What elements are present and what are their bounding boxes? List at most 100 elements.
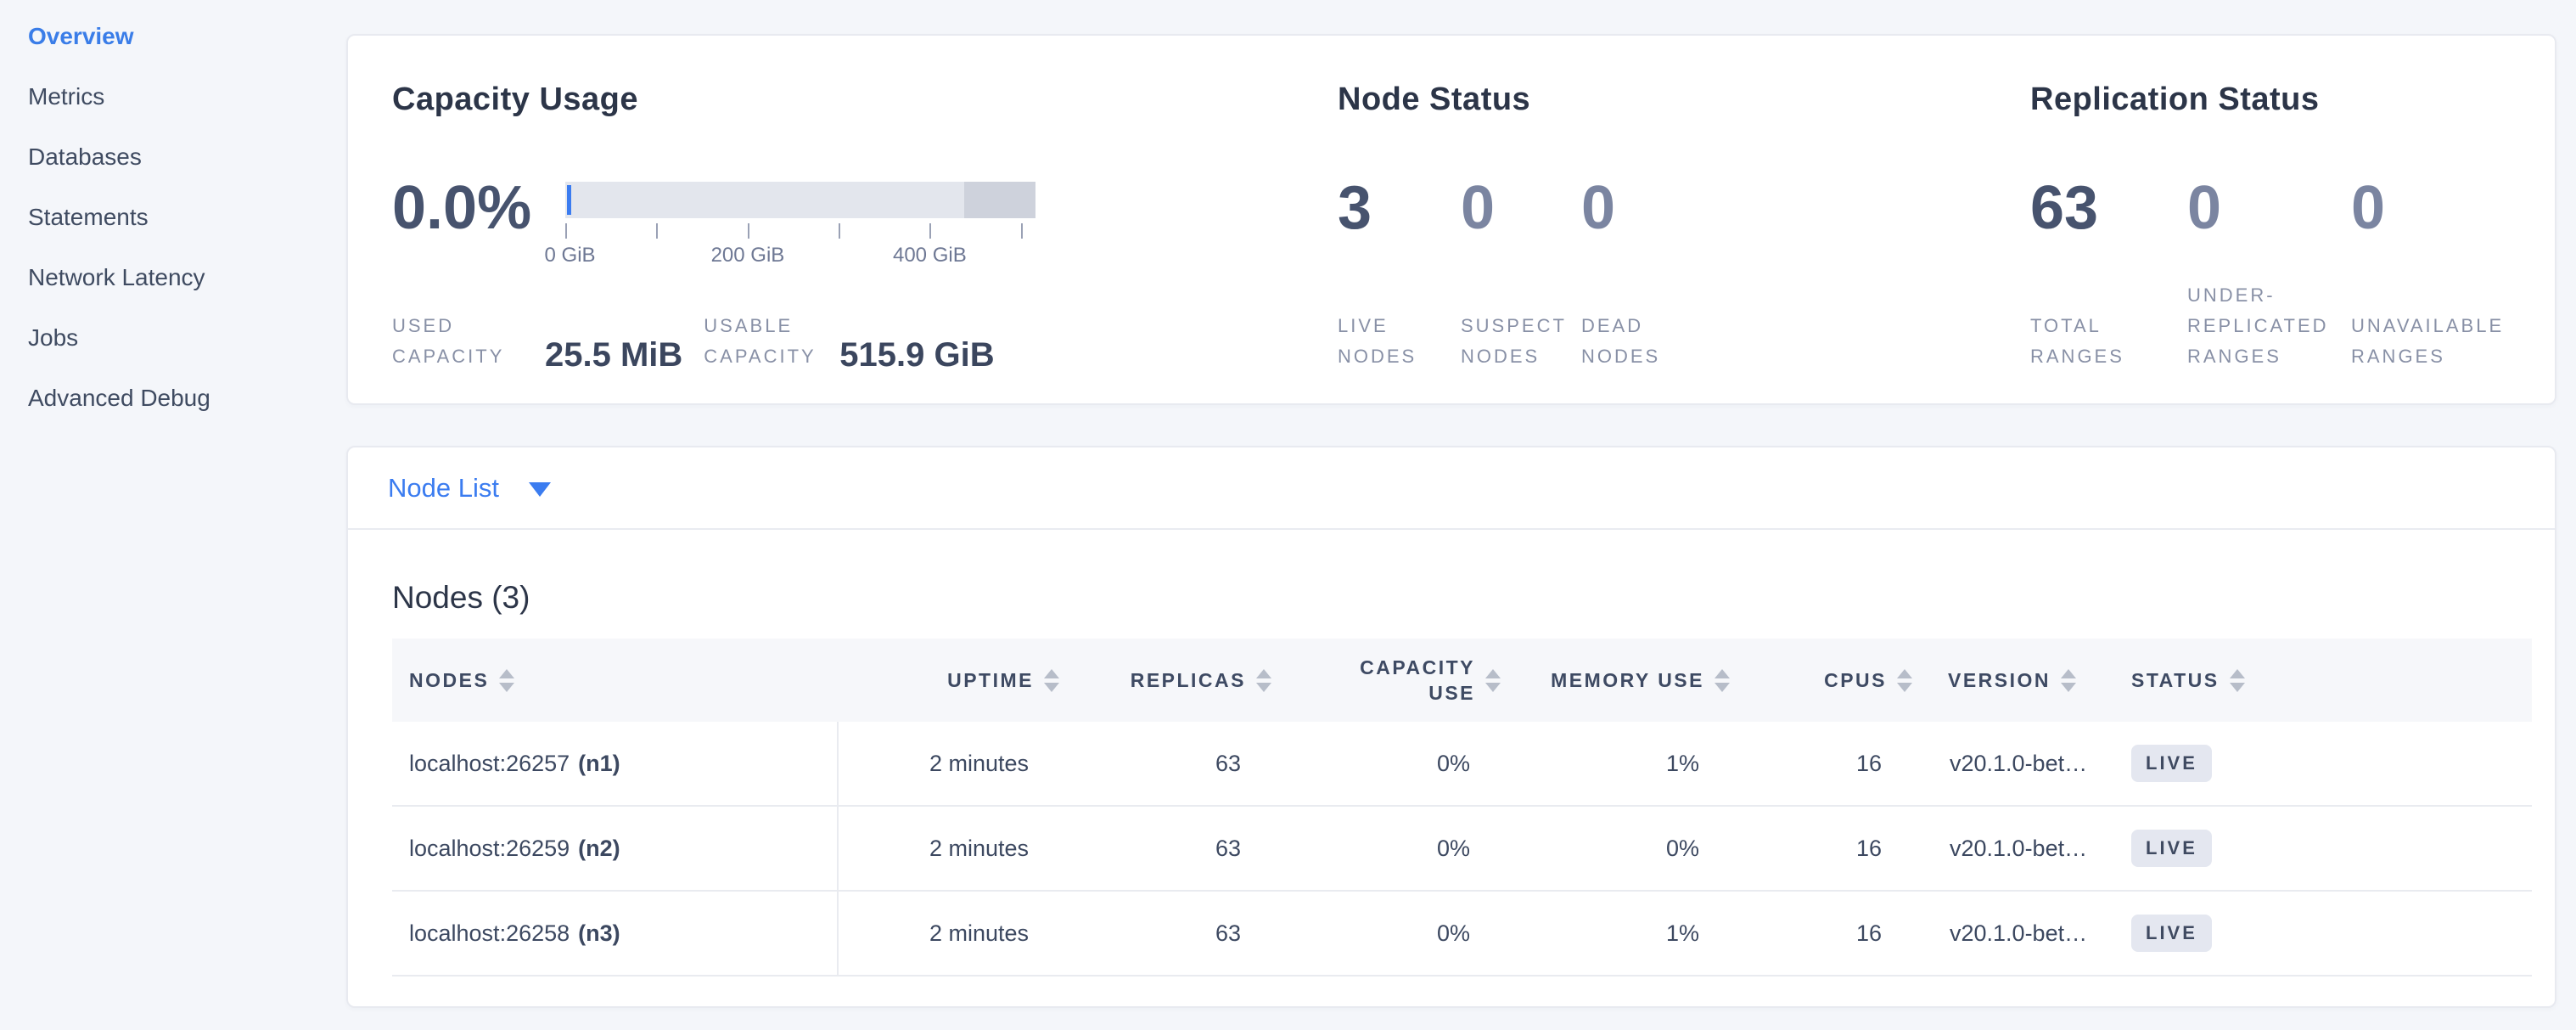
usable-capacity-label: USABLE CAPACITY [704, 315, 817, 367]
cell-memory-use: 1% [1665, 920, 1699, 946]
view-selector-dropdown[interactable]: Node List [388, 473, 551, 504]
column-label: VERSION [1948, 668, 2051, 691]
cell-status: LIVE [2107, 830, 2532, 867]
under-replicated-ranges-count: 0 [2187, 174, 2222, 242]
table-row[interactable]: localhost:26258 (n3) 2 minutes 63 0% 1% 1… [392, 892, 2532, 977]
column-header-memory-use[interactable]: MEMORY USE [1509, 668, 1738, 692]
status-badge: LIVE [2131, 745, 2212, 782]
dead-nodes-count: 0 [1581, 174, 1616, 242]
suspect-nodes-stat: 0 SUSPECT NODES [1461, 172, 1581, 372]
column-label: STATUS [2131, 668, 2220, 691]
cell-status: LIVE [2107, 745, 2532, 782]
dead-nodes-label: DEAD NODES [1581, 315, 1661, 367]
axis-tick [565, 223, 567, 239]
sidebar-item-metrics[interactable]: Metrics [28, 83, 105, 110]
cell-node-name: localhost:26258 (n3) [392, 892, 839, 975]
column-header-status[interactable]: STATUS [2107, 668, 2532, 692]
view-selector-label: Node List [388, 472, 499, 503]
column-label: REPLICAS [1130, 668, 1246, 691]
unavailable-ranges-label: UNAVAILABLE RANGES [2351, 315, 2505, 367]
column-header-uptime[interactable]: UPTIME [839, 668, 1068, 692]
axis-label: 200 GiB [710, 244, 785, 267]
cell-capacity-use: 0% [1436, 835, 1470, 861]
capacity-bar [565, 182, 1035, 218]
column-header-version[interactable]: VERSION [1921, 668, 2107, 692]
view-selector-bar: Node List [348, 447, 2555, 530]
axis-tick [929, 223, 932, 239]
axis-tick [747, 223, 749, 239]
under-replicated-ranges-stat: 0 UNDER-REPLICATED RANGES [2187, 172, 2351, 372]
cell-cpus: 16 [1855, 920, 1882, 946]
sort-icon [2061, 668, 2077, 692]
cluster-summary-card: Capacity Usage 0.0% 0 GiB 200 [346, 34, 2556, 405]
cell-memory-use: 1% [1665, 750, 1699, 776]
unavailable-ranges-stat: 0 UNAVAILABLE RANGES [2351, 172, 2521, 372]
cell-replicas: 63 [1215, 920, 1241, 946]
column-label: MEMORY USE [1551, 668, 1704, 691]
cell-capacity-use: 0% [1436, 750, 1470, 776]
capacity-usage-bar-chart: 0 GiB 200 GiB 400 GiB [545, 182, 1035, 267]
capacity-used-marker [567, 185, 571, 215]
node-id: (n2) [578, 835, 620, 861]
column-header-nodes[interactable]: NODES [392, 668, 839, 692]
under-replicated-ranges-label: UNDER-REPLICATED RANGES [2187, 284, 2329, 367]
unavailable-ranges-count: 0 [2351, 174, 2386, 242]
used-capacity-label: USED CAPACITY [392, 315, 505, 367]
total-ranges-stat: 63 TOTAL RANGES [2030, 172, 2187, 372]
suspect-nodes-count: 0 [1461, 174, 1496, 242]
sidebar-item-overview[interactable]: Overview [28, 23, 134, 49]
replication-status-section: Replication Status 63 TOTAL RANGES 0 UND… [2030, 36, 2555, 403]
sidebar-item-network-latency[interactable]: Network Latency [28, 264, 205, 290]
live-nodes-count: 3 [1338, 174, 1372, 242]
column-label: CAPACITY USE [1360, 656, 1475, 704]
live-nodes-label: LIVE NODES [1338, 315, 1417, 367]
node-address: localhost:26259 [409, 835, 570, 861]
cell-cpus: 16 [1855, 835, 1882, 861]
column-label: UPTIME [947, 668, 1034, 691]
column-label: NODES [409, 668, 490, 691]
column-header-capacity-use[interactable]: CAPACITY USE [1280, 655, 1509, 706]
table-row[interactable]: localhost:26257 (n1) 2 minutes 63 0% 1% 1… [392, 722, 2532, 807]
axis-tick [656, 223, 659, 239]
usable-capacity-value: 515.9 GiB [839, 336, 995, 374]
suspect-nodes-label: SUSPECT NODES [1461, 315, 1567, 367]
column-header-cpus[interactable]: CPUS [1738, 668, 1921, 692]
node-address: localhost:26258 [409, 920, 570, 946]
dead-nodes-stat: 0 DEAD NODES [1581, 172, 1709, 372]
axis-label: 0 GiB [544, 244, 596, 267]
node-status-title: Node Status [1338, 82, 1531, 117]
capacity-axis-labels: 0 GiB 200 GiB 400 GiB [545, 244, 1035, 269]
total-ranges-count: 63 [2030, 174, 2099, 242]
replication-status-title: Replication Status [2030, 82, 2320, 117]
nodes-heading: Nodes (3) [392, 580, 530, 615]
sidebar: Overview Metrics Databases Statements Ne… [0, 0, 346, 1030]
capacity-stats: USED CAPACITY 25.5 MiB USABLE CAPACITY 5… [392, 311, 1338, 374]
status-badge: LIVE [2131, 830, 2212, 867]
sidebar-item-jobs[interactable]: Jobs [28, 324, 79, 351]
sidebar-item-statements[interactable]: Statements [28, 204, 149, 230]
capacity-usage-section: Capacity Usage 0.0% 0 GiB 200 [348, 36, 1338, 403]
cell-uptime: 2 minutes [929, 920, 1029, 946]
cell-uptime: 2 minutes [929, 750, 1029, 776]
sidebar-item-advanced-debug[interactable]: Advanced Debug [28, 385, 210, 411]
used-capacity-value: 25.5 MiB [545, 336, 683, 374]
axis-tick [1020, 223, 1023, 239]
cell-status: LIVE [2107, 915, 2532, 952]
live-nodes-stat: 3 LIVE NODES [1338, 172, 1461, 372]
cell-capacity-use: 0% [1436, 920, 1470, 946]
cell-node-name: localhost:26259 (n2) [392, 807, 839, 890]
table-row[interactable]: localhost:26259 (n2) 2 minutes 63 0% 0% 1… [392, 807, 2532, 892]
status-badge: LIVE [2131, 915, 2212, 952]
table-header-row: NODES UPTIME REPLICAS CAPACITY USE MEMOR… [392, 639, 2532, 722]
sidebar-item-databases[interactable]: Databases [28, 144, 142, 170]
chevron-down-icon [528, 482, 551, 497]
capacity-reserved-segment [964, 182, 1035, 218]
node-address: localhost:26257 [409, 750, 570, 776]
capacity-used-percent: 0.0% [392, 174, 532, 242]
capacity-axis-ticks [565, 223, 1035, 240]
cell-uptime: 2 minutes [929, 835, 1029, 861]
column-header-replicas[interactable]: REPLICAS [1068, 668, 1280, 692]
nodes-table: NODES UPTIME REPLICAS CAPACITY USE MEMOR… [392, 639, 2532, 977]
sort-icon [1256, 668, 1271, 692]
axis-tick [838, 223, 840, 239]
